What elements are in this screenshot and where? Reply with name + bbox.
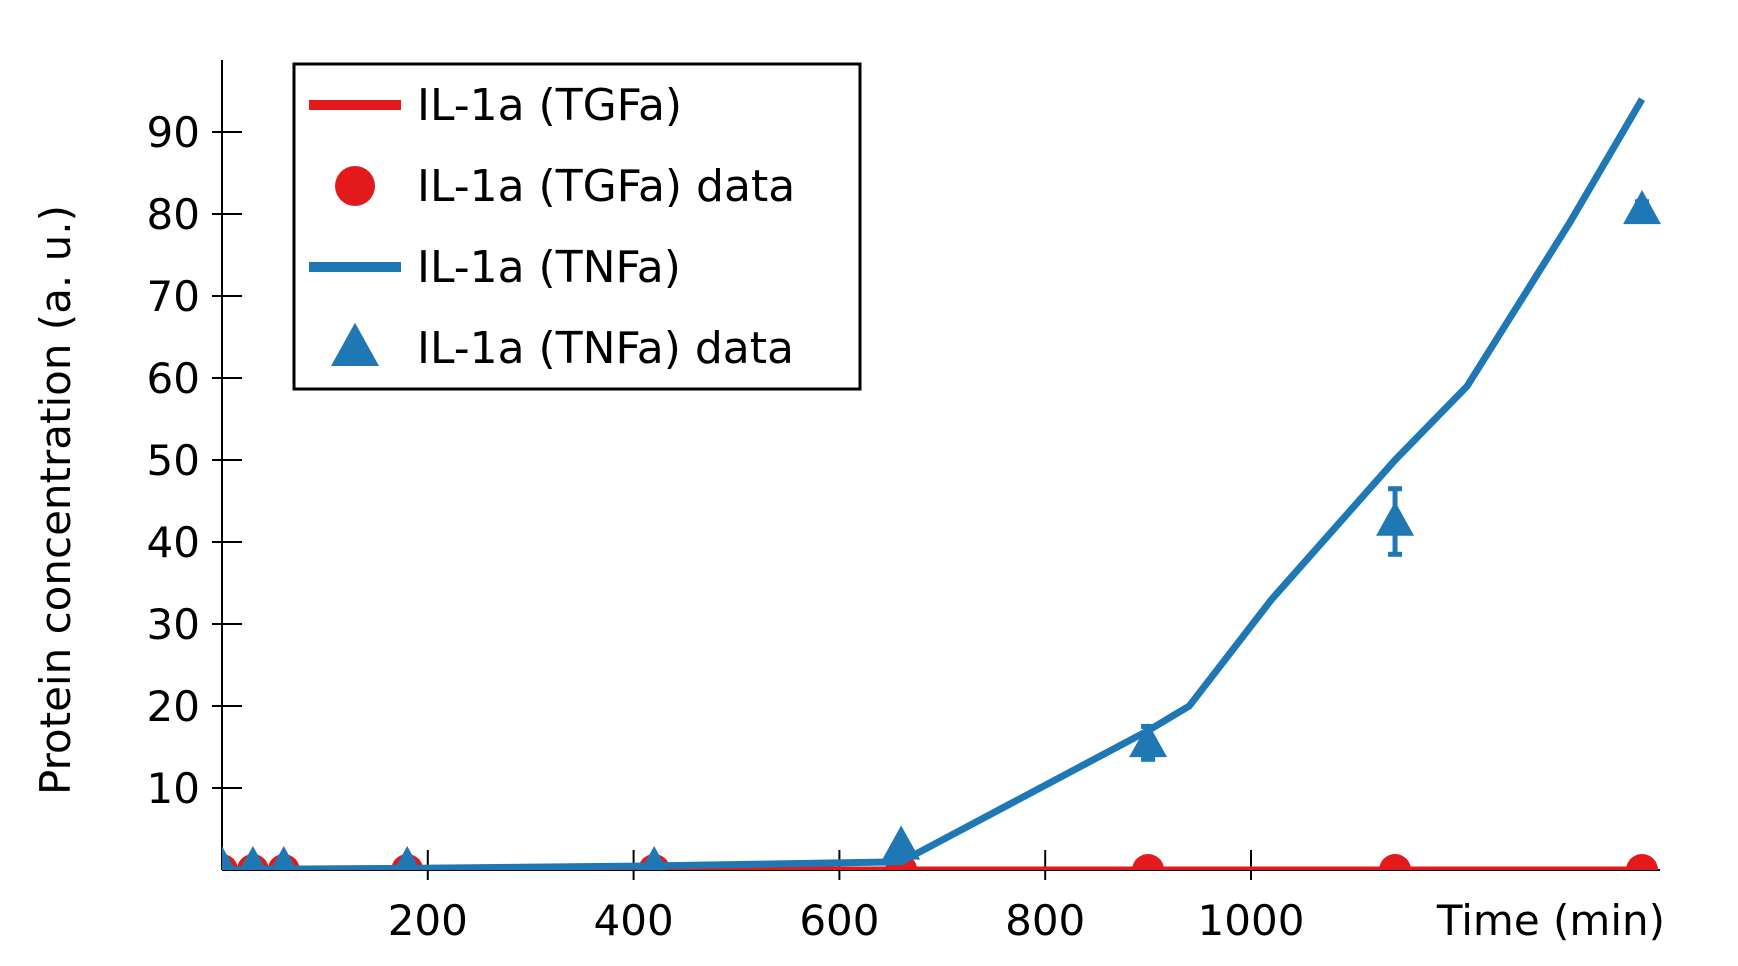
legend-label: IL-1a (TNFa) data <box>417 323 794 374</box>
data-point-il-1a-tgfa-data <box>1379 854 1412 870</box>
x-tick-label: 200 <box>388 896 468 945</box>
y-axis-label: Protein concentration (a. u.) <box>31 205 80 795</box>
legend-label: IL-1a (TGFa) <box>417 80 682 131</box>
data-point-il-1a-tnfa-data <box>393 845 421 870</box>
data-point-il-1a-tgfa-data <box>1626 854 1659 870</box>
data-point-il-1a-tnfa-data <box>1376 501 1415 536</box>
y-tick-label: 20 <box>147 682 200 731</box>
x-tick-label: 800 <box>1005 896 1085 945</box>
y-tick-label: 90 <box>147 108 200 157</box>
data-point-il-1a-tnfa-data <box>239 845 267 870</box>
data-point-il-1a-tnfa-data <box>640 845 668 870</box>
legend-triangle-swatch <box>331 322 379 366</box>
y-tick-label: 80 <box>147 190 200 239</box>
data-point-il-1a-tnfa-data <box>1623 189 1662 225</box>
data-point-il-1a-tnfa-data <box>1129 722 1168 758</box>
x-tick-label: 1000 <box>1198 896 1305 945</box>
legend-box <box>292 62 862 391</box>
data-point-il-1a-tgfa-data <box>1132 854 1165 870</box>
x-tick-label: 600 <box>799 896 879 945</box>
x-axis-label: Time (min) <box>1436 896 1665 945</box>
plot-area <box>222 97 1662 870</box>
legend-label: IL-1a (TNFa) <box>417 242 681 293</box>
axes: 10 20 30 40 50 60 70 80 90 200 400 600 800 1000 <box>147 60 1660 945</box>
legend: IL-1a (TGFa) IL-1a (TGFa) data IL-1a (TNFa… <box>292 62 862 391</box>
y-tick-label: 40 <box>147 518 200 567</box>
legend-circle-swatch <box>335 166 375 206</box>
y-tick-label: 60 <box>147 354 200 403</box>
x-tick-label: 400 <box>594 896 674 945</box>
data-point-il-1a-tnfa-data <box>882 825 921 860</box>
y-tick-label: 30 <box>147 600 200 649</box>
y-tick-label: 50 <box>147 436 200 485</box>
y-tick-label: 70 <box>147 272 200 321</box>
data-point-il-1a-tnfa-data <box>270 845 298 870</box>
data-point-il-1a-tnfa-data <box>222 845 236 870</box>
plot-series <box>222 97 1662 870</box>
y-tick-label: 10 <box>147 764 200 813</box>
legend-label: IL-1a (TGFa) data <box>417 161 795 212</box>
